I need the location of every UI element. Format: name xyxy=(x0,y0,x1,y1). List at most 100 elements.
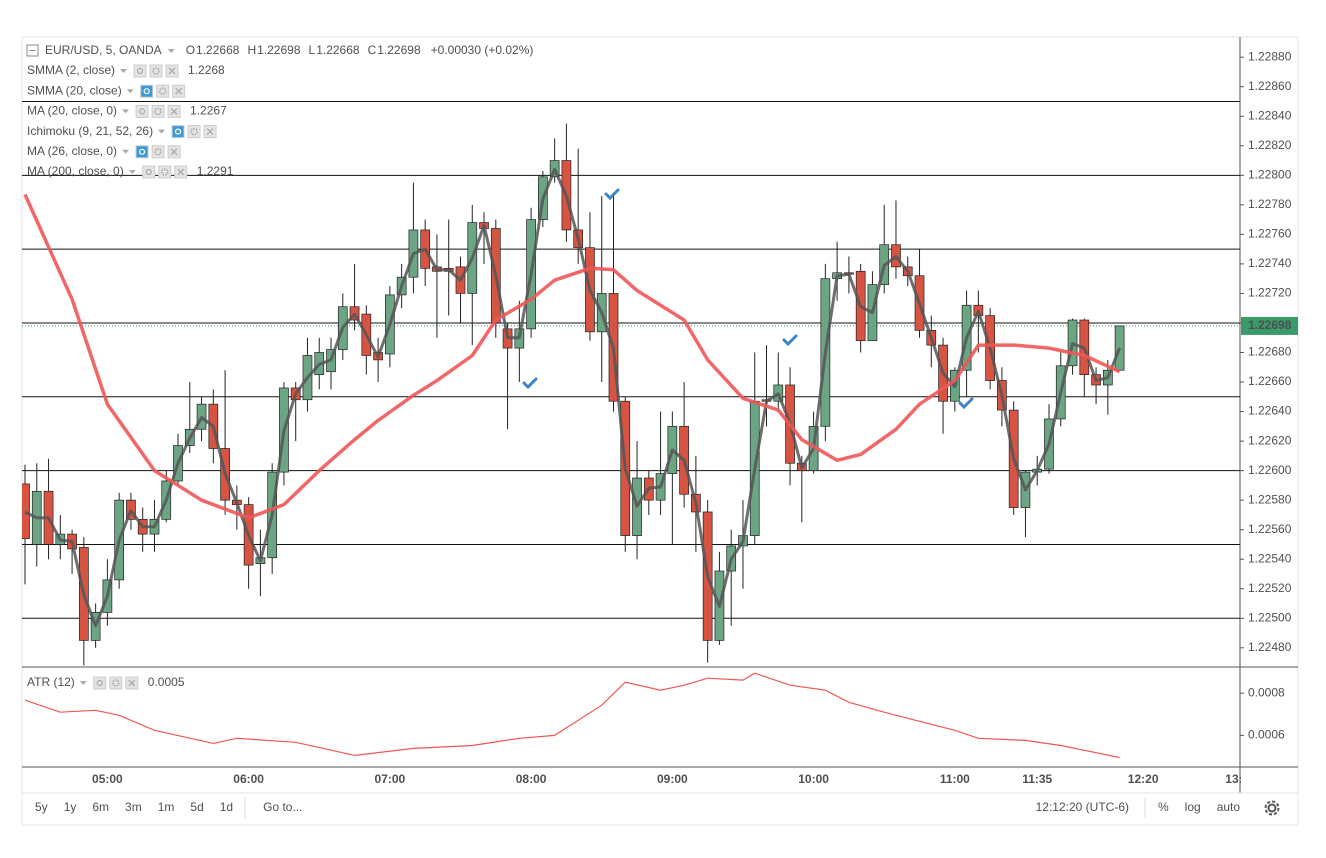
ohlc-value: 1.22668 xyxy=(196,43,240,57)
atr-line xyxy=(24,672,1120,759)
y-tick-label: 1.22860 xyxy=(1248,79,1292,93)
check-mark xyxy=(604,188,620,201)
ohlc-label: C xyxy=(368,43,377,57)
legend: EUR/USD, 5, OANDA O 1.22668 H 1.22698 L 1.2266… xyxy=(26,43,533,690)
x-tick-label: 10:00 xyxy=(798,772,829,786)
indicator-name: Ichimoku (9, 21, 52, 26) xyxy=(27,124,153,138)
range-button[interactable]: 1m xyxy=(158,800,175,814)
settings-button[interactable] xyxy=(151,145,165,159)
last-price-label: 1.22698 xyxy=(1248,318,1292,332)
dropdown-arrow[interactable] xyxy=(126,89,134,94)
y-tick-label: 1.22880 xyxy=(1248,49,1292,63)
goto-button[interactable]: Go to... xyxy=(263,800,302,814)
y-tick-label: 0.0008 xyxy=(1248,685,1285,699)
gear-glyph xyxy=(190,127,198,136)
range-button[interactable]: 5d xyxy=(190,800,203,814)
settings-icon[interactable] xyxy=(1264,800,1280,816)
eye-button[interactable] xyxy=(140,84,154,98)
candle-body xyxy=(1114,325,1125,371)
y-tick-label: 1.22800 xyxy=(1248,167,1292,181)
close-glyph xyxy=(170,107,178,115)
y-tick-label: 1.22520 xyxy=(1248,581,1292,595)
range-button[interactable]: 1y xyxy=(64,800,77,814)
eye-glyph xyxy=(143,88,150,95)
dropdown-arrow[interactable] xyxy=(122,109,130,114)
dropdown-arrow[interactable] xyxy=(128,170,136,174)
indicator-line xyxy=(24,167,1121,628)
eye-glyph xyxy=(174,128,182,135)
dropdown-arrow[interactable] xyxy=(167,49,175,53)
indicator-value: 1.2291 xyxy=(197,164,234,178)
close-glyph xyxy=(177,168,185,176)
indicator-value: 1.2267 xyxy=(190,104,227,118)
settings-button[interactable] xyxy=(109,676,123,690)
indicator-name: ATR (12) xyxy=(27,675,75,689)
settings-button[interactable] xyxy=(149,64,163,78)
indicator-name: MA (26, close, 0) xyxy=(27,144,117,158)
symbol: EUR/USD, 5, OANDA xyxy=(45,43,162,57)
settings-button[interactable] xyxy=(151,104,165,118)
x-tick-label: 05:00 xyxy=(92,772,123,786)
range-button[interactable]: 6m xyxy=(92,800,109,814)
dropdown-arrow[interactable] xyxy=(79,681,87,685)
close-glyph xyxy=(206,128,214,136)
ohlc-label: L xyxy=(309,43,316,57)
y-tick-label: 1.22480 xyxy=(1248,640,1292,654)
y-tick-label: 1.22840 xyxy=(1248,108,1292,122)
gear-glyph xyxy=(152,67,160,75)
y-tick-label: 1.22760 xyxy=(1248,227,1292,241)
settings-button[interactable] xyxy=(187,125,201,139)
gear-glyph xyxy=(154,107,162,116)
last-price-box xyxy=(1241,316,1298,335)
check-mark xyxy=(958,397,974,410)
eye-button[interactable] xyxy=(171,125,185,139)
frame xyxy=(21,36,1299,826)
eye-button[interactable] xyxy=(135,145,149,159)
gear-glyph xyxy=(158,87,167,95)
dropdown-arrow[interactable] xyxy=(120,69,128,73)
x-tick-label: 11:00 xyxy=(940,772,970,786)
settings-button[interactable] xyxy=(156,84,170,98)
y-tick-label: 0.0006 xyxy=(1248,728,1285,742)
x-tick-label: 12:20 xyxy=(1128,772,1159,786)
range-button[interactable]: 3m xyxy=(125,800,142,814)
axes-layer: 1.22480 1.22500 1.22520 1.22540 1.22560 1.225… xyxy=(1240,49,1298,742)
eye-button[interactable] xyxy=(142,165,156,179)
ohlc-value: 1.22698 xyxy=(377,43,421,57)
indicator-layer xyxy=(23,167,1121,628)
settings-button[interactable] xyxy=(158,165,172,179)
ohlc-label: H xyxy=(247,43,256,57)
x-tick-label: 11:35 xyxy=(1022,772,1052,786)
range-button[interactable]: 1d xyxy=(220,800,233,814)
clock: 12:12:20 (UTC-6) xyxy=(1036,800,1129,814)
dropdown-arrow[interactable] xyxy=(122,149,130,154)
range-button[interactable]: 5y xyxy=(35,800,48,814)
close-glyph xyxy=(168,67,176,75)
eye-button[interactable] xyxy=(133,64,147,78)
y-tick-label: 1.22600 xyxy=(1248,463,1292,477)
y-tick-label: 1.22620 xyxy=(1248,433,1292,447)
eye-button[interactable] xyxy=(93,676,107,690)
y-tick-label: 1.22680 xyxy=(1248,345,1292,359)
dropdown-arrow[interactable] xyxy=(158,129,166,134)
indicator-name: SMMA (2, close) xyxy=(27,63,115,77)
y-tick-label: 1.22660 xyxy=(1248,374,1292,388)
eye-glyph xyxy=(136,67,144,75)
option-button[interactable]: % xyxy=(1158,800,1169,814)
indicator-value: 1.2268 xyxy=(188,63,225,77)
close-glyph xyxy=(170,148,178,156)
ohlc-value: 1.22698 xyxy=(257,43,301,57)
option-button[interactable]: auto xyxy=(1217,800,1241,814)
close-glyph xyxy=(128,679,136,687)
eye-button[interactable] xyxy=(135,104,149,118)
x-tick-label: 13:0 xyxy=(1225,772,1249,786)
option-button[interactable]: log xyxy=(1185,800,1201,814)
y-tick-label: 1.22640 xyxy=(1248,404,1292,418)
x-tick-label: 07:00 xyxy=(375,772,406,786)
indicator-name: SMMA (20, close) xyxy=(27,83,122,97)
atr-layer xyxy=(24,672,1120,759)
y-tick-label: 1.22780 xyxy=(1248,197,1292,211)
time-axis: 05:00 06:00 07:00 08:00 09:00 10:00 11:00 11:35… xyxy=(92,772,1249,786)
